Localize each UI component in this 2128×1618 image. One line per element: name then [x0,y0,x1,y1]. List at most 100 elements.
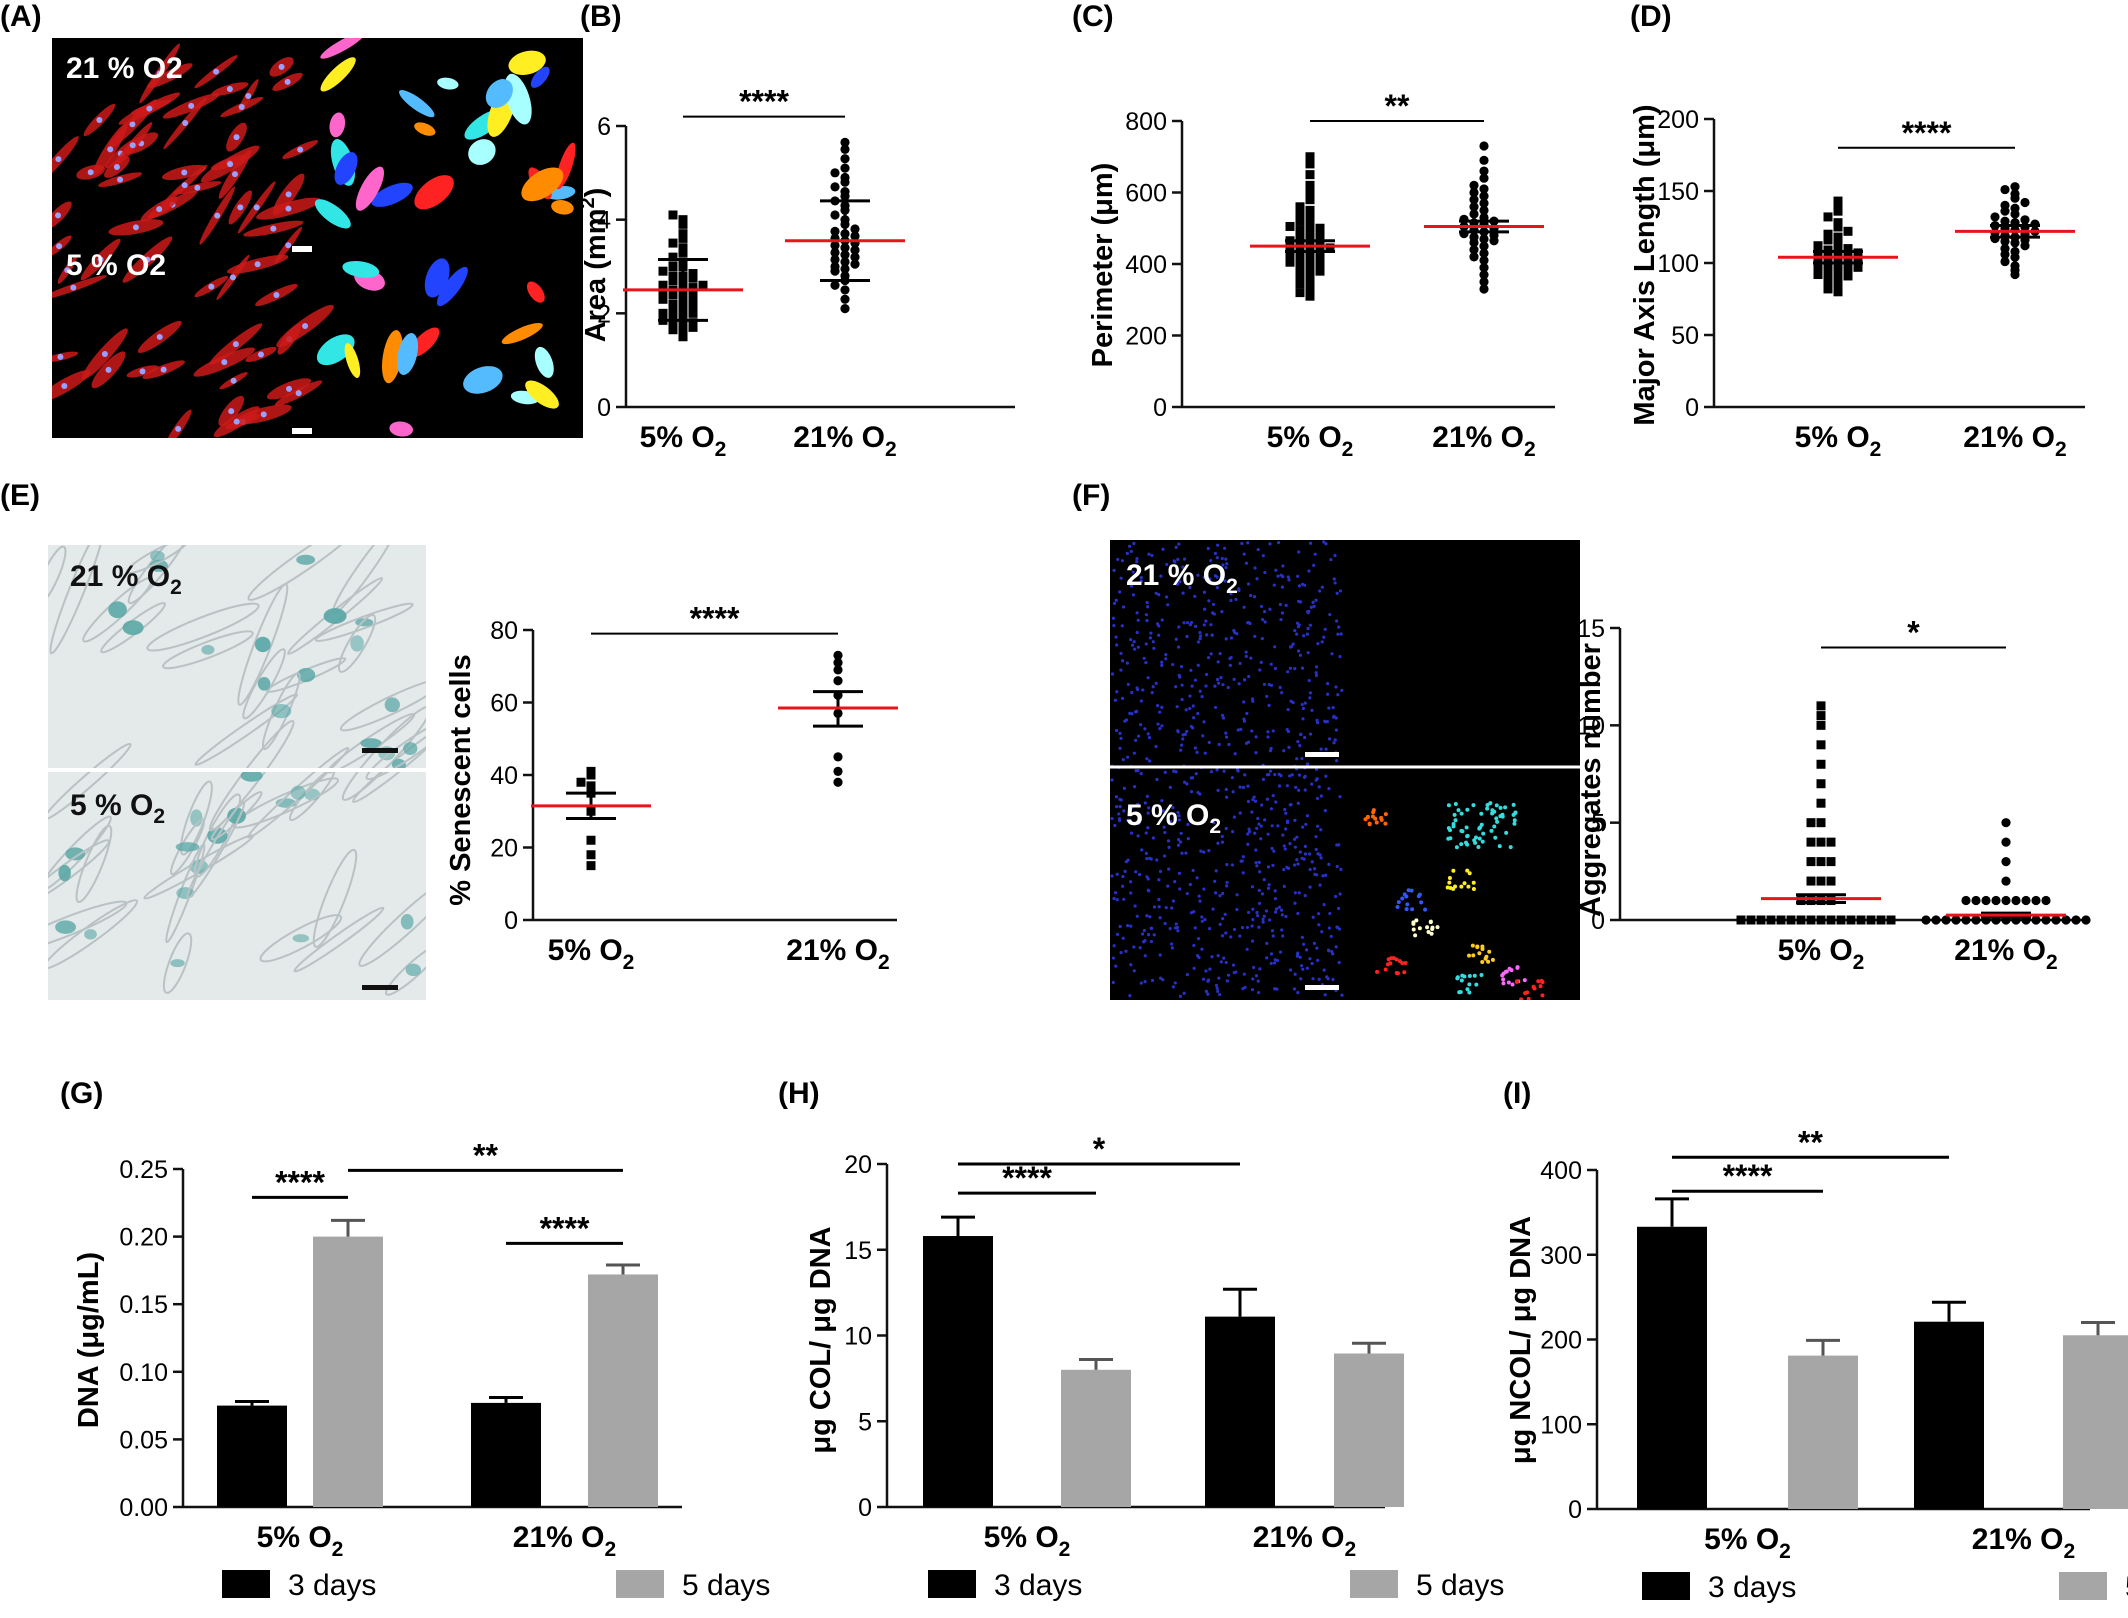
nucleus-dot [1203,811,1207,815]
nucleus-dot [1303,852,1308,856]
x-tick-label: 21% O2 [1253,1521,1356,1561]
nucleus-dot [1206,656,1211,660]
nucleus-dot [1284,603,1288,607]
data-point [850,224,860,234]
nucleus-dot [1320,930,1324,934]
aggregate-dot [1383,967,1388,972]
nucleus [285,205,292,212]
data-point [1823,212,1833,222]
nucleus-dot [1204,969,1208,973]
nucleus-dot [1202,887,1206,891]
nucleus-dot [1146,732,1150,736]
nucleus-dot [1137,821,1141,825]
nucleus-dot [1224,637,1228,641]
cell-outline [127,545,190,605]
aggregate-dot [1477,836,1482,841]
segmented-cell [329,112,346,138]
nucleus-dot [1147,889,1151,893]
nucleus-dot [1282,868,1286,872]
nucleus-dot [1224,931,1228,935]
nucleus-dot [1259,837,1263,841]
nucleus-dot [1120,559,1125,563]
nucleus-dot [1315,873,1319,877]
nucleus-dot [1232,927,1237,932]
nucleus-dot [1220,834,1224,839]
data-point [1806,837,1816,847]
aggregate-dot [1458,990,1463,995]
nucleus-dot [1136,834,1140,838]
aggregate-dot [1466,884,1471,889]
segmented-cell [334,152,358,185]
nucleus-dot [1257,990,1261,995]
nucleus-dot [1314,673,1319,677]
aggregate-dot [1417,926,1422,931]
aggregate-dot [1448,836,1453,841]
data-point [1990,212,2000,222]
nucleus-dot [1260,803,1264,807]
segmented-cell [414,175,454,210]
nucleus-dot [1148,636,1153,640]
data-point [1886,915,1896,925]
nucleus-dot [1182,621,1186,625]
stained-nucleus [150,550,165,562]
nucleus-dot [1121,758,1125,762]
nucleus-dot [1246,541,1250,545]
nucleus [181,169,188,176]
nucleus [144,256,151,263]
nucleus-dot [1336,906,1341,911]
data-point [830,254,840,265]
nucleus [227,161,234,168]
nucleus-dot [1118,924,1122,929]
nucleus-dot [1227,742,1231,747]
nucleus-dot [1256,914,1260,918]
nucleus-dot [1115,804,1119,809]
aggregate-dot [1389,956,1394,961]
nucleus-dot [1127,818,1131,822]
nucleus-dot [1244,650,1248,654]
nucleus-dot [1206,546,1210,551]
nucleus-dot [1246,799,1251,804]
x-tick-subscript: 2 [2046,951,2058,974]
cell-outline [337,614,377,673]
data-point [1833,275,1843,285]
data-point [1826,896,1836,906]
panel-label-d: (D) [1630,0,1672,33]
nucleus-dot [1177,814,1181,818]
nucleus-dot [1322,902,1326,907]
nucleus-dot [1210,633,1214,637]
data-point [1816,915,1826,925]
nucleus-dot [1178,887,1182,891]
nucleus-dot [1207,740,1211,745]
nucleus-dot [1314,598,1318,602]
nucleus-dot [1241,871,1245,875]
nucleus-dot [1213,684,1217,688]
panel-label-c: (C) [1072,0,1114,33]
aggregate-dot [1455,976,1460,981]
y-tick-label: 0.15 [119,1291,168,1319]
stained-nucleus [271,703,292,719]
data-point [2000,256,2010,267]
aggregate-dot [1467,990,1472,995]
nucleus [175,425,182,432]
nucleus-dot [1135,709,1139,713]
data-point [2010,246,2020,257]
aggregate-dot [1374,820,1379,825]
nucleus [295,390,302,397]
data-point [1843,265,1853,275]
data-point [1479,255,1489,266]
nucleus-dot [1288,803,1292,807]
nucleus-dot [1315,665,1319,669]
nucleus-dot [1154,681,1158,685]
nucleus-dot [1211,602,1216,607]
aggregate-dot [1477,951,1482,956]
aggregate-dot [1464,840,1469,845]
nucleus-dot [1243,773,1247,777]
nucleus-dot [1176,645,1181,649]
nucleus-dot [1171,899,1175,903]
nucleus-dot [1171,662,1175,667]
nucleus-dot [1324,747,1328,751]
nucleus [113,164,120,171]
y-tick-label: 20 [844,1151,872,1179]
nucleus-dot [1142,928,1146,933]
cell-outline [312,848,358,948]
